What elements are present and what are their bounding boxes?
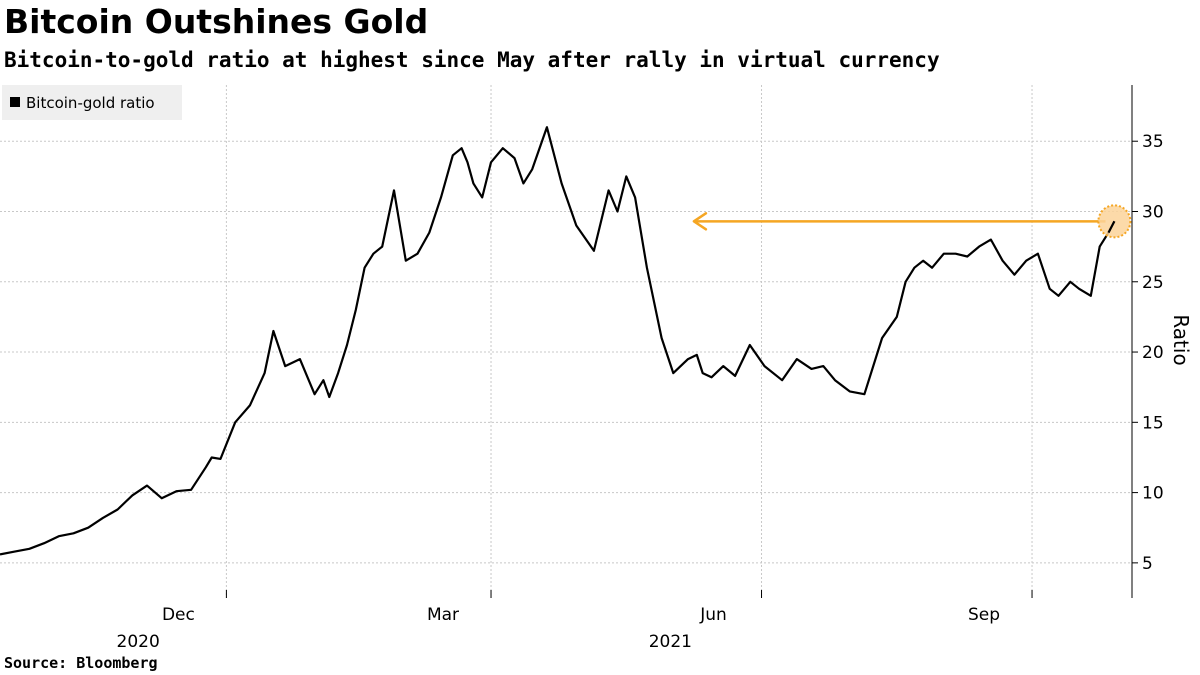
y-tick-label: 25 — [1142, 273, 1164, 293]
annotations — [692, 204, 1132, 239]
series-line-bitcoin-gold-ratio — [0, 126, 1116, 556]
axes: 5 10 15 20 25 30 35 Dec Mar Jun Sep 2020 2021 — [117, 85, 1164, 652]
legend: Bitcoin-gold ratio — [2, 85, 182, 120]
chart-subtitle: Bitcoin-to-gold ratio at highest since M… — [4, 48, 940, 72]
x-tick-label: Jun — [699, 605, 727, 625]
x-tick-label: Mar — [427, 605, 459, 625]
y-tick-label: 35 — [1142, 132, 1164, 152]
source-note: Source: Bloomberg — [4, 654, 158, 672]
series-line-tail — [1107, 220, 1116, 234]
y-tick-label: 15 — [1142, 413, 1164, 433]
legend-background — [2, 85, 182, 120]
chart-title: Bitcoin Outshines Gold — [4, 2, 429, 41]
x-tick-label: Sep — [968, 605, 1000, 625]
y-tick-label: 20 — [1142, 343, 1164, 363]
annotation-arrow-head — [692, 212, 708, 231]
x-tick-label: Dec — [162, 605, 195, 625]
legend-label: Bitcoin-gold ratio — [26, 94, 155, 112]
y-tick-label: 30 — [1142, 202, 1164, 222]
y-tick-label: 10 — [1142, 484, 1164, 504]
gridlines — [0, 85, 1132, 598]
y-tick-label: 5 — [1142, 554, 1153, 574]
y-axis-title: Ratio — [1169, 314, 1193, 365]
x-year-label: 2020 — [117, 632, 160, 652]
legend-swatch — [10, 97, 20, 107]
x-year-label: 2021 — [649, 632, 692, 652]
